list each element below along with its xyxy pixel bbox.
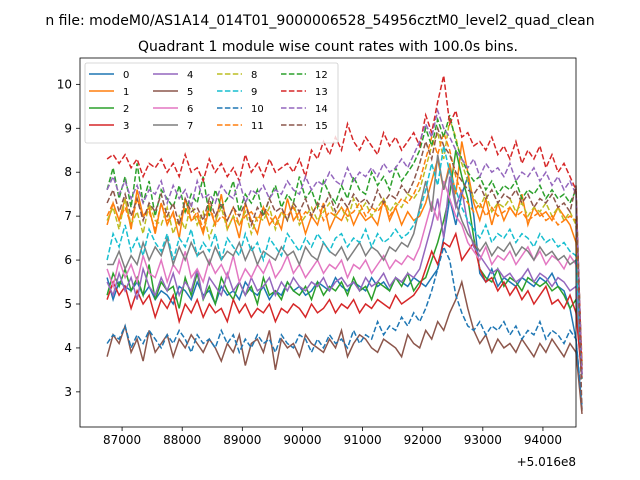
legend-label-8: 8	[251, 70, 257, 81]
x-tick-label: 91000	[343, 433, 381, 447]
legend-label-0: 0	[123, 70, 129, 81]
y-tick-label: 8	[64, 165, 72, 179]
y-tick-label: 9	[64, 121, 72, 135]
legend-label-7: 7	[187, 121, 193, 132]
legend-label-14: 14	[315, 104, 328, 115]
legend-label-9: 9	[251, 87, 257, 98]
plot-frame	[79, 57, 577, 428]
y-tick-label: 10	[57, 77, 72, 91]
y-axis: 3 4 5 6 7 8 9 10	[57, 77, 80, 399]
legend-label-6: 6	[187, 104, 193, 115]
x-tick-label: 87000	[103, 433, 141, 447]
legend-label-4: 4	[187, 70, 193, 81]
series-line-11	[106, 130, 583, 362]
y-tick-label: 7	[64, 209, 72, 223]
x-tick-label: 92000	[404, 433, 442, 447]
legend-label-15: 15	[315, 121, 328, 132]
series-line-4	[106, 176, 583, 370]
legend-label-11: 11	[251, 121, 264, 132]
legend-label-1: 1	[123, 87, 129, 98]
legend-label-3: 3	[123, 121, 129, 132]
legend-label-2: 2	[123, 104, 129, 115]
legend-label-10: 10	[251, 104, 264, 115]
series-line-9	[106, 145, 583, 379]
chart-title: Quadrant 1 module wise count rates with …	[138, 39, 518, 55]
x-tick-label: 88000	[163, 433, 201, 447]
series-line-7	[107, 154, 583, 366]
series-line-13	[106, 75, 583, 375]
series-line-3	[106, 231, 583, 379]
y-tick-label: 3	[64, 385, 72, 399]
y-tick-label: 5	[64, 297, 72, 311]
legend-label-13: 13	[315, 87, 328, 98]
x-tick-label: 94000	[524, 433, 562, 447]
x-tick-label: 89000	[223, 433, 261, 447]
series-line-15	[106, 125, 583, 414]
x-axis: 87000 88000 89000 90000 91000 92000 93000 94000	[103, 427, 562, 447]
series-line-10	[106, 244, 583, 406]
x-offset-label: +5.016e8	[517, 455, 576, 469]
y-tick-label: 6	[64, 253, 72, 267]
legend-label-5: 5	[187, 87, 193, 98]
legend-box	[84, 62, 339, 144]
series-line-14	[106, 107, 583, 375]
y-tick-label: 4	[64, 341, 72, 355]
plot-lines	[106, 75, 583, 414]
legend-label-12: 12	[315, 70, 328, 81]
x-tick-label: 93000	[464, 433, 502, 447]
series-line-12	[106, 114, 583, 375]
x-tick-label: 90000	[283, 433, 321, 447]
suptitle: n file: modeM0/AS1A14_014T01_9000006528_…	[45, 13, 594, 29]
series-line-8	[106, 119, 583, 366]
series-line-5	[106, 279, 583, 414]
